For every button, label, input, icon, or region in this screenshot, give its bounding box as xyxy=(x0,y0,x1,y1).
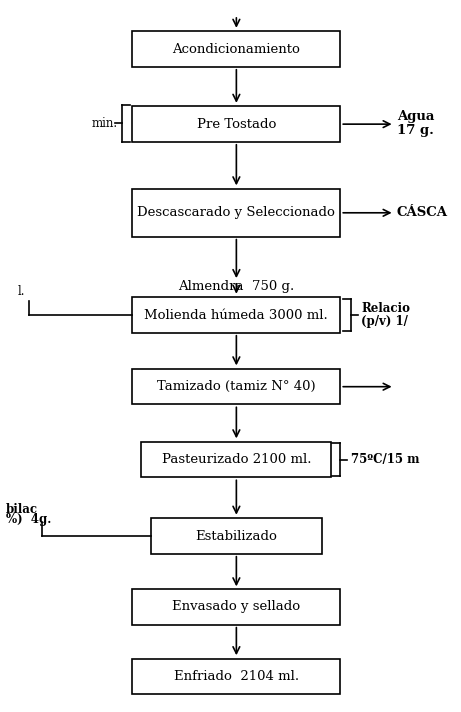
Text: Acondicionamiento: Acondicionamiento xyxy=(172,43,300,56)
Text: Pasteurizado 2100 ml.: Pasteurizado 2100 ml. xyxy=(162,453,311,466)
FancyBboxPatch shape xyxy=(132,369,340,404)
FancyBboxPatch shape xyxy=(132,189,340,236)
FancyBboxPatch shape xyxy=(150,518,322,554)
Text: (p/v) 1/: (p/v) 1/ xyxy=(361,315,408,328)
Text: min.: min. xyxy=(92,117,118,130)
Text: %)  4g.: %) 4g. xyxy=(6,513,51,526)
Text: CÁSCA: CÁSCA xyxy=(397,206,448,219)
FancyBboxPatch shape xyxy=(132,298,340,333)
FancyBboxPatch shape xyxy=(132,31,340,67)
Text: bilac: bilac xyxy=(6,503,38,515)
Text: Pre Tostado: Pre Tostado xyxy=(197,117,276,130)
FancyBboxPatch shape xyxy=(132,590,340,624)
Text: Descascarado y Seleccionado: Descascarado y Seleccionado xyxy=(137,206,335,219)
Text: Enfriado  2104 ml.: Enfriado 2104 ml. xyxy=(174,670,299,683)
Text: Agua: Agua xyxy=(397,110,434,123)
Text: Almendra  750 g.: Almendra 750 g. xyxy=(178,280,295,293)
Text: l.: l. xyxy=(17,285,25,298)
Text: Relacio: Relacio xyxy=(361,303,410,315)
Text: Molienda húmeda 3000 ml.: Molienda húmeda 3000 ml. xyxy=(144,308,328,322)
FancyBboxPatch shape xyxy=(142,442,331,477)
FancyBboxPatch shape xyxy=(132,659,340,694)
Text: Envasado y sellado: Envasado y sellado xyxy=(172,600,301,614)
Text: 75ºC/15 m: 75ºC/15 m xyxy=(351,453,419,466)
Text: Tamizado (tamiz N° 40): Tamizado (tamiz N° 40) xyxy=(157,380,316,393)
Text: Estabilizado: Estabilizado xyxy=(195,530,278,543)
Text: 17 g.: 17 g. xyxy=(397,125,434,137)
FancyBboxPatch shape xyxy=(132,106,340,142)
